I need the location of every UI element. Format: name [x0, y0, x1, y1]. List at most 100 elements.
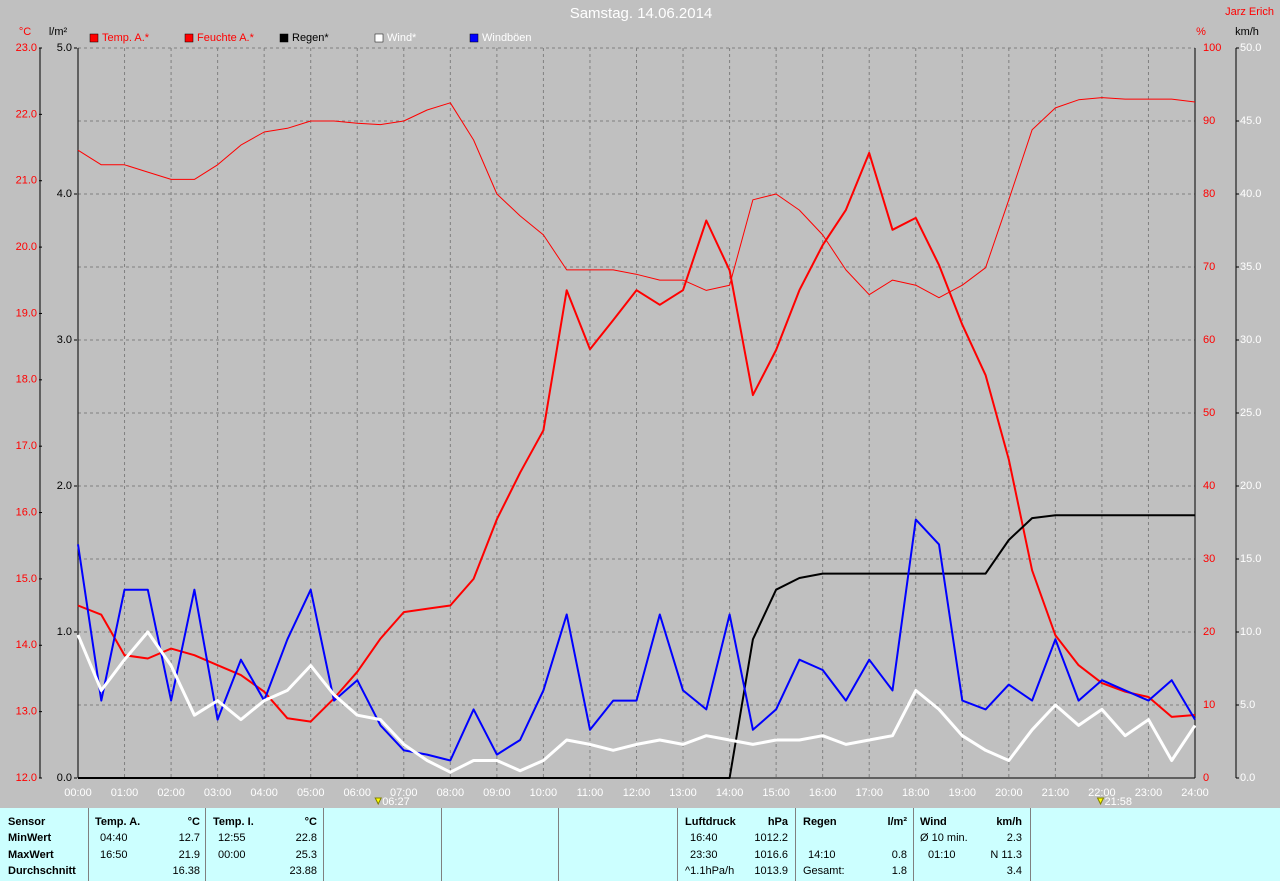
y2-tick-label: 50: [1203, 407, 1215, 419]
time: 14:10: [808, 849, 836, 861]
time: 23:30: [690, 849, 718, 861]
y2-tick-label: 100: [1203, 42, 1221, 54]
time: 12:55: [218, 832, 246, 844]
unit: °C: [187, 816, 200, 828]
time: 04:40: [100, 832, 128, 844]
x-tick-label: 14:00: [716, 787, 744, 799]
y-tick-label: 21.0: [16, 175, 37, 187]
author: Jarz Erich: [1225, 6, 1274, 18]
value: 22.8: [295, 832, 317, 844]
y-tick-label: 14.0: [16, 639, 37, 651]
y4-tick-label: 25.0: [1240, 407, 1261, 419]
y4-tick-label: 40.0: [1240, 188, 1261, 200]
y2-tick-label: 90: [1203, 115, 1215, 127]
time: 00:00: [218, 849, 246, 861]
row-label: Durchschnitt: [8, 865, 76, 877]
y3-axis-label: l/m²: [49, 26, 68, 38]
x-tick-label: 09:00: [483, 787, 511, 799]
y2-tick-label: 60: [1203, 334, 1215, 346]
value: 2.3: [1006, 832, 1022, 844]
x-tick-label: 17:00: [855, 787, 883, 799]
value: 1013.9: [754, 865, 788, 877]
value: 1012.2: [754, 832, 788, 844]
value: 23.88: [289, 865, 317, 877]
legend-label: Feuchte A.*: [197, 32, 255, 44]
row-label: Sensor: [8, 816, 46, 828]
unit: km/h: [996, 816, 1022, 828]
value: 21.9: [178, 849, 200, 861]
y4-tick-label: 30.0: [1240, 334, 1261, 346]
header: Wind: [920, 816, 947, 828]
x-tick-label: 11:00: [577, 787, 604, 799]
legend-swatch: [469, 33, 479, 43]
y2-tick-label: 20: [1203, 626, 1215, 638]
time: 16:50: [100, 849, 128, 861]
y-tick-label: 13.0: [16, 706, 37, 718]
x-tick-label: 24:00: [1181, 787, 1209, 799]
y2-tick-label: 10: [1203, 699, 1215, 711]
legend-label: Wind*: [387, 32, 417, 44]
x-tick-label: 06:00: [343, 787, 371, 799]
unit: hPa: [767, 816, 788, 828]
y-tick-label: 20.0: [16, 241, 37, 253]
x-tick-label: 19:00: [949, 787, 977, 799]
x-tick-label: 16:00: [809, 787, 837, 799]
y4-tick-label: 5.0: [1240, 699, 1255, 711]
y-tick-label: 16.0: [16, 506, 37, 518]
header: Regen: [803, 816, 837, 828]
sun-marker: [1096, 797, 1105, 806]
label: Ø 10 min.: [920, 832, 968, 844]
sun-label: 21:58: [1105, 796, 1133, 808]
y4-tick-label: 45.0: [1240, 115, 1261, 127]
y-tick-label: 17.0: [16, 440, 37, 452]
value: 1016.6: [754, 849, 788, 861]
legend-swatch: [374, 33, 384, 43]
sun-label: 06:27: [382, 796, 410, 808]
y3-tick-label: 1.0: [57, 626, 72, 638]
value: N 11.3: [990, 849, 1022, 861]
y3-tick-label: 5.0: [57, 42, 72, 54]
x-tick-label: 07:00: [390, 787, 418, 799]
y2-tick-label: 70: [1203, 261, 1215, 273]
legend-label: Temp. A.*: [102, 32, 150, 44]
y4-axis-label: km/h: [1235, 26, 1259, 38]
series-line: [78, 514, 1195, 779]
x-tick-label: 20:00: [995, 787, 1023, 799]
y3-tick-label: 4.0: [57, 188, 72, 200]
x-tick-label: 23:00: [1135, 787, 1163, 799]
y4-tick-label: 10.0: [1240, 626, 1261, 638]
y3-tick-label: 0.0: [57, 772, 72, 784]
x-tick-label: 15:00: [762, 787, 790, 799]
series-line: [76, 630, 1197, 774]
label: ^1.1hPa/h: [685, 865, 735, 877]
y4-tick-label: 0.0: [1240, 772, 1255, 784]
value: 12.7: [178, 832, 200, 844]
y4-tick-label: 50.0: [1240, 42, 1261, 54]
x-tick-label: 00:00: [64, 787, 92, 799]
y3-tick-label: 2.0: [57, 480, 72, 492]
x-tick-label: 21:00: [1042, 787, 1070, 799]
x-tick-label: 01:00: [111, 787, 139, 799]
header: Luftdruck: [685, 816, 736, 828]
y-tick-label: 15.0: [16, 573, 37, 585]
y-tick-label: 23.0: [16, 42, 37, 54]
x-tick-label: 10:00: [530, 787, 558, 799]
header: Temp. I.: [213, 816, 254, 828]
series-line: [77, 151, 1196, 723]
y2-tick-label: 0: [1203, 772, 1209, 784]
y4-tick-label: 15.0: [1240, 553, 1261, 565]
row-label: MaxWert: [8, 849, 54, 861]
value: 3.4: [1006, 865, 1022, 877]
legend-swatch: [89, 33, 99, 43]
y4-tick-label: 35.0: [1240, 261, 1261, 273]
value: 25.3: [295, 849, 317, 861]
legend-label: Regen*: [292, 32, 329, 44]
x-tick-label: 22:00: [1088, 787, 1116, 799]
time: 01:10: [928, 849, 956, 861]
sun-marker: [374, 797, 383, 806]
value: 0.8: [891, 849, 907, 861]
y2-axis-label: %: [1196, 26, 1206, 38]
y2-tick-label: 40: [1203, 480, 1215, 492]
legend-swatch: [184, 33, 194, 43]
y-tick-label: 19.0: [16, 307, 37, 319]
